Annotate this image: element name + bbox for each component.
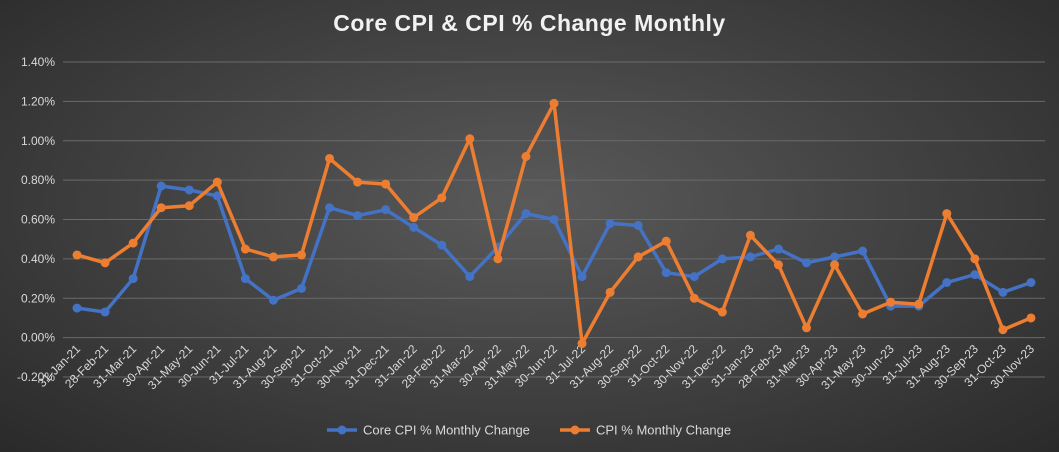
y-tick-label: 0.40%	[21, 252, 55, 266]
data-point	[745, 230, 755, 240]
data-point	[521, 152, 531, 161]
data-point	[605, 218, 615, 228]
legend-item: Core CPI % Monthly Change	[327, 423, 530, 438]
data-point	[549, 215, 559, 224]
data-point	[914, 299, 924, 309]
data-point	[72, 303, 82, 313]
data-point	[830, 260, 840, 270]
x-axis-ticks: 31-Jan-2128-Feb-2131-Mar-2130-Apr-2131-M…	[35, 342, 1037, 393]
data-point	[381, 205, 391, 215]
data-point	[409, 213, 419, 223]
data-point	[465, 134, 475, 144]
chart-title: Core CPI & CPI % Change Monthly	[333, 10, 726, 36]
data-point	[128, 238, 138, 248]
data-point	[942, 278, 952, 287]
data-point	[437, 193, 447, 203]
data-point	[184, 201, 194, 211]
data-point	[212, 191, 222, 201]
data-point	[998, 325, 1008, 335]
data-point	[296, 283, 306, 293]
data-point	[493, 254, 503, 264]
legend-item: CPI % Monthly Change	[560, 423, 731, 438]
series-line	[75, 184, 1033, 314]
y-tick-label: 1.20%	[21, 94, 55, 108]
data-point	[240, 274, 250, 284]
data-point	[212, 177, 222, 187]
legend-label: Core CPI % Monthly Change	[363, 423, 530, 438]
data-point	[970, 254, 980, 264]
series-lines	[72, 98, 1036, 349]
data-point	[970, 270, 980, 280]
legend-swatch-marker	[337, 425, 347, 435]
data-point	[942, 209, 952, 219]
data-point	[886, 297, 896, 307]
data-point	[381, 179, 391, 189]
gridlines	[63, 61, 1045, 378]
legend-swatch-marker	[570, 425, 580, 435]
y-tick-label: -0.20%	[17, 370, 55, 384]
y-axis-ticks: -0.20% 0.00% 0.20% 0.40% 0.60% 0.80% 1.00% 1.20…	[17, 55, 55, 384]
y-tick-label: 0.80%	[21, 173, 55, 187]
legend: Core CPI % Monthly Change CPI % Monthly C…	[327, 423, 731, 438]
data-point	[353, 177, 363, 187]
data-point	[577, 339, 587, 349]
data-point	[353, 211, 363, 221]
data-point	[633, 220, 643, 230]
data-point	[830, 252, 840, 262]
data-point	[465, 272, 475, 282]
data-point	[689, 272, 699, 282]
data-point	[268, 295, 278, 305]
data-point	[100, 258, 110, 268]
data-point	[745, 252, 755, 262]
data-point	[156, 181, 166, 191]
data-point	[773, 244, 783, 254]
data-point	[605, 287, 615, 297]
data-point	[661, 236, 671, 246]
legend-label: CPI % Monthly Change	[596, 423, 731, 438]
data-point	[858, 246, 868, 256]
data-point	[296, 250, 306, 260]
data-point	[1026, 278, 1036, 287]
data-point	[72, 250, 82, 260]
data-point	[100, 307, 110, 317]
data-point	[409, 222, 419, 232]
data-point	[577, 272, 587, 282]
data-point	[325, 153, 335, 163]
data-point	[128, 274, 138, 284]
y-tick-label: 0.20%	[21, 291, 55, 305]
data-point	[325, 203, 335, 213]
series-cpi	[72, 98, 1036, 349]
data-point	[521, 209, 531, 219]
series-core-cpi	[72, 181, 1036, 317]
y-tick-label: 0.00%	[21, 331, 55, 345]
data-point	[998, 287, 1008, 297]
y-tick-label: 1.00%	[21, 134, 55, 148]
data-point	[661, 268, 671, 278]
data-point	[858, 309, 868, 319]
data-point	[184, 185, 194, 195]
data-point	[633, 252, 643, 262]
data-point	[802, 323, 812, 333]
data-point	[156, 203, 166, 213]
data-point	[268, 252, 278, 262]
data-point	[437, 240, 447, 250]
data-point	[773, 260, 783, 270]
data-point	[717, 254, 727, 264]
data-point	[1026, 313, 1036, 323]
data-point	[240, 244, 250, 254]
data-point	[549, 98, 559, 108]
y-tick-label: 1.40%	[21, 55, 55, 69]
data-point	[689, 293, 699, 303]
data-point	[802, 258, 812, 268]
data-point	[717, 307, 727, 317]
y-tick-label: 0.60%	[21, 213, 55, 227]
